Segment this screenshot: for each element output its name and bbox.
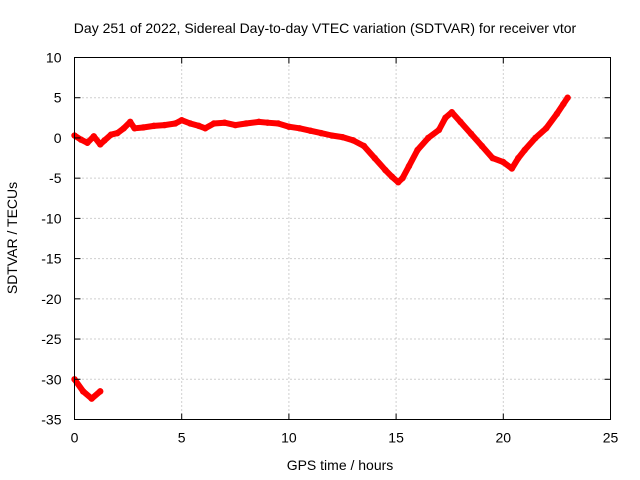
data-point (88, 395, 95, 402)
data-point (97, 388, 104, 395)
data-point (442, 114, 449, 122)
data-point (172, 120, 179, 127)
data-point (274, 120, 282, 127)
series-line (71, 94, 571, 186)
data-point (457, 118, 464, 126)
y-tick-label: -10 (41, 210, 61, 226)
data-point (296, 125, 303, 132)
data-point (178, 117, 185, 124)
data-point (371, 154, 378, 162)
data-point (395, 178, 402, 186)
x-tick-label: 25 (603, 430, 619, 446)
y-tick-label: -35 (41, 412, 61, 428)
x-tick-label: 20 (496, 430, 512, 446)
x-tick-label: 10 (281, 430, 297, 446)
data-point (242, 120, 250, 127)
data-point (553, 110, 561, 118)
data-point (478, 142, 486, 150)
y-tick-label: -20 (41, 291, 61, 307)
data-point (255, 118, 263, 126)
data-point (328, 132, 335, 139)
data-point (161, 121, 168, 129)
data-point (77, 136, 85, 143)
y-tick-label: -30 (41, 371, 61, 387)
data-point (388, 173, 396, 180)
x-tick-label: 5 (178, 430, 186, 446)
data-point (202, 125, 209, 132)
data-point (448, 109, 456, 116)
data-point (382, 166, 389, 174)
y-tick-label: -25 (41, 331, 61, 347)
data-point (232, 121, 239, 129)
data-point (101, 137, 108, 144)
data-point (414, 146, 421, 154)
y-tick-label: 0 (54, 130, 62, 146)
y-tick-label: 10 (46, 50, 62, 66)
axis-ticks: 0 5 10 15 20 25 10 5 0 -5 -10 -15 -20 -25 -30 -35 (41, 50, 618, 446)
data-point (560, 100, 567, 108)
data-point (399, 174, 406, 182)
data-point (221, 119, 228, 126)
chart-title: Day 251 of 2022, Sidereal Day-to-day VTE… (74, 20, 577, 36)
data-point (542, 125, 550, 132)
data-point (360, 142, 368, 150)
data-point (84, 139, 91, 146)
y-tick-label: 5 (54, 90, 62, 106)
data-point (107, 131, 115, 138)
data-point (532, 134, 539, 142)
plot-frame (74, 57, 611, 420)
data-point (120, 125, 128, 132)
data-point (139, 124, 147, 131)
x-axis-label: GPS time / hours (287, 457, 394, 473)
grid-lines (74, 57, 611, 420)
data-point (285, 123, 293, 130)
data-point (435, 126, 443, 134)
data-point (307, 127, 314, 134)
data-point (90, 133, 97, 140)
data-series (71, 94, 571, 402)
data-point (187, 120, 194, 127)
data-point (339, 133, 346, 141)
data-point (97, 141, 104, 148)
data-point (489, 154, 496, 162)
data-point (79, 388, 87, 395)
data-point (467, 130, 475, 138)
data-point (264, 119, 271, 126)
data-point (405, 162, 413, 170)
data-point (425, 134, 432, 142)
y-axis-label: SDTVAR / TECUs (4, 182, 20, 294)
data-point (500, 158, 507, 166)
data-point (114, 129, 121, 137)
x-tick-label: 15 (388, 430, 404, 446)
data-point (350, 137, 357, 144)
data-point (195, 122, 203, 130)
y-tick-label: -5 (49, 170, 62, 186)
data-point (131, 125, 138, 132)
data-point (150, 122, 158, 130)
data-point (127, 118, 134, 126)
data-point (515, 154, 522, 162)
y-tick-label: -15 (41, 251, 61, 267)
x-tick-label: 0 (71, 430, 79, 446)
series-line (71, 376, 104, 402)
data-point (210, 120, 218, 127)
data-point (564, 94, 571, 101)
data-point (521, 146, 528, 154)
data-point (317, 129, 325, 137)
data-point (508, 165, 516, 172)
